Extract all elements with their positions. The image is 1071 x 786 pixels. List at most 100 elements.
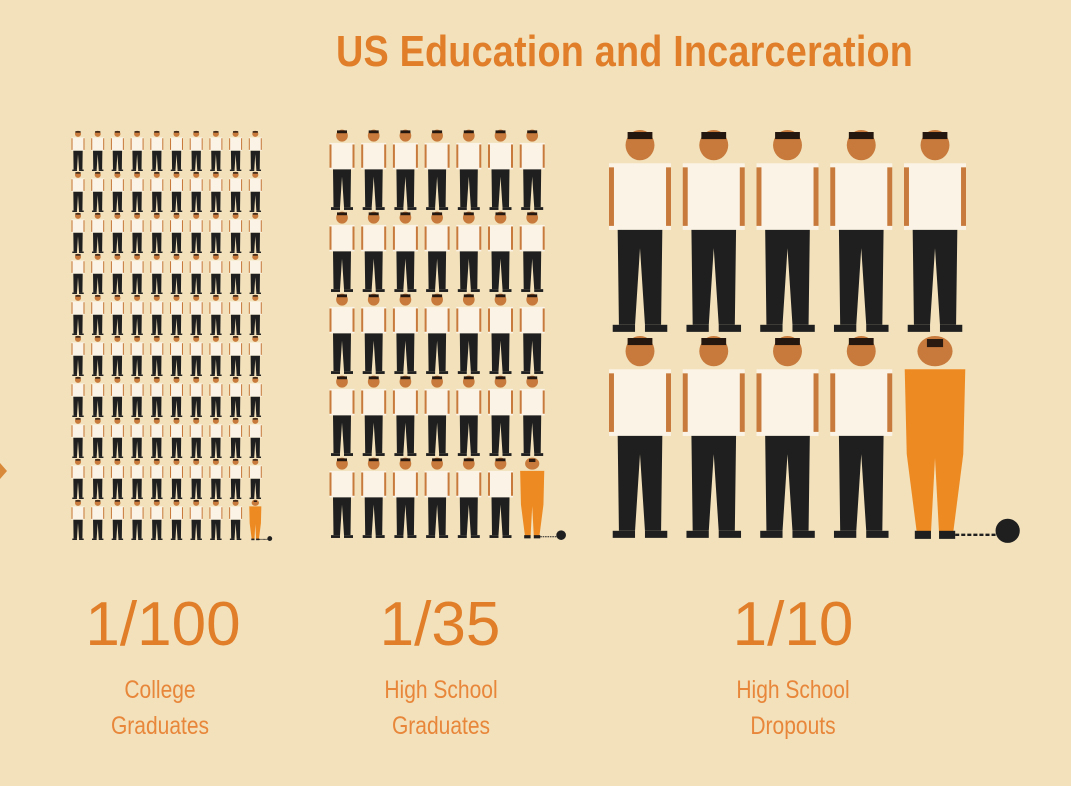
college-graduates-figure: [130, 335, 144, 376]
college-graduates-figure: [229, 171, 243, 212]
college-graduates-figure: [229, 335, 243, 376]
college-graduates-label-line-2: Graduates: [110, 712, 210, 740]
college-graduates-figure: [170, 212, 183, 253]
college-graduates-figure: [91, 253, 105, 294]
college-graduates-figure: [130, 171, 144, 212]
college-graduates-figure: [229, 294, 243, 335]
high-school-graduates-figure: [456, 129, 482, 210]
high-school-dropouts-figure: [682, 129, 745, 332]
high-school-graduates-figure: [424, 375, 450, 456]
high-school-dropouts-figure: [609, 335, 671, 538]
college-graduates-figure: [91, 417, 105, 458]
college-graduates-figure: [189, 253, 203, 294]
college-graduates-figure: [71, 458, 85, 499]
college-graduates-figure: [150, 294, 164, 335]
college-graduates-figure: [110, 212, 124, 253]
college-graduates-figure: [91, 212, 105, 253]
college-graduates-figure: [248, 212, 262, 253]
high-school-graduates-figure: [329, 293, 355, 374]
college-graduates-figure: [130, 458, 144, 499]
college-graduates-figure: [110, 171, 124, 212]
college-graduates-figure: [71, 130, 85, 171]
college-graduates-figure: [248, 335, 262, 376]
high-school-graduates-figure: [424, 457, 450, 538]
college-graduates-figure: [71, 335, 85, 376]
college-graduates-figure: [248, 417, 262, 458]
college-graduates-figure: [130, 376, 144, 417]
college-graduates-figure: [229, 458, 243, 499]
college-graduates-figure: [130, 499, 144, 540]
college-graduates-figure: [189, 499, 203, 540]
chart-title: US Education and Incarceration: [336, 27, 914, 76]
college-graduates-figure: [209, 212, 223, 253]
college-graduates-figure: [130, 130, 144, 171]
high-school-graduates-figure: [519, 375, 545, 456]
college-graduates-figure: [150, 212, 164, 253]
college-graduates-figure: [110, 335, 124, 376]
high-school-graduates-figure: [424, 293, 450, 374]
high-school-graduates-figure: [329, 375, 355, 456]
college-graduates-figure: [130, 212, 144, 253]
college-graduates-figure: [130, 417, 144, 458]
high-school-graduates-figure: [488, 293, 513, 374]
high-school-graduates-figure: [456, 211, 482, 292]
college-graduates-figure: [110, 458, 124, 499]
college-graduates-figure: [130, 294, 144, 335]
college-graduates-figure: [71, 376, 85, 417]
high-school-dropouts-rate: 1/10: [732, 590, 854, 659]
college-graduates-figure: [189, 417, 203, 458]
college-graduates-figure: [170, 130, 183, 171]
college-graduates-figure: [170, 417, 183, 458]
high-school-dropouts-figure: [904, 129, 966, 332]
college-graduates-figure: [110, 294, 124, 335]
college-graduates-figure: [229, 130, 243, 171]
high-school-graduates-figure: [392, 129, 418, 210]
college-graduates-label-line-1: College: [124, 676, 196, 704]
college-graduates-figure: [150, 376, 164, 417]
college-graduates-figure: [71, 212, 85, 253]
high-school-graduates-label-line-2: Graduates: [391, 712, 491, 740]
college-graduates-figure: [71, 294, 85, 335]
college-graduates-figure: [110, 253, 124, 294]
college-graduates-figure: [170, 335, 183, 376]
college-graduates-figure: [91, 171, 105, 212]
high-school-graduates-figure: [488, 129, 513, 210]
college-graduates-figure: [91, 458, 105, 499]
college-graduates-figure: [170, 294, 183, 335]
high-school-dropouts-incarcerated-figure: [904, 335, 1020, 543]
high-school-graduates-figure: [392, 375, 418, 456]
high-school-graduates-figure: [361, 375, 387, 456]
college-graduates-figure: [229, 376, 243, 417]
college-graduates-figure: [189, 294, 203, 335]
college-graduates-figure: [209, 376, 223, 417]
college-graduates-figure: [110, 417, 124, 458]
college-graduates-label: College Graduates: [68, 672, 253, 744]
college-graduates-figure: [209, 499, 223, 540]
high-school-graduates-figure: [392, 293, 418, 374]
college-graduates-figure: [150, 171, 164, 212]
college-graduates-figure: [170, 171, 183, 212]
college-graduates-figure: [209, 253, 223, 294]
college-graduates-rate: 1/100: [85, 590, 241, 659]
college-graduates-figure: [170, 253, 183, 294]
high-school-graduates-figure: [519, 129, 545, 210]
high-school-graduates-figure: [519, 293, 545, 374]
college-graduates-figure: [248, 253, 262, 294]
high-school-graduates-figure: [392, 211, 418, 292]
college-graduates-figure: [248, 130, 262, 171]
high-school-dropouts-figure: [682, 335, 745, 538]
college-graduates-figure: [170, 458, 183, 499]
college-graduates-figure: [189, 212, 203, 253]
college-graduates-incarcerated-figure: [249, 499, 273, 541]
college-graduates-figure: [229, 253, 243, 294]
high-school-dropouts-label-line-2: Dropouts: [750, 712, 836, 740]
college-graduates-figure: [189, 171, 203, 212]
high-school-graduates-label-line-1: High School: [384, 676, 498, 704]
college-graduates-figure-grid: [71, 130, 273, 541]
college-graduates-figure: [110, 376, 124, 417]
high-school-dropouts-label-line-1: High School: [736, 676, 850, 704]
college-graduates-figure: [110, 130, 124, 171]
college-graduates-figure: [189, 335, 203, 376]
college-graduates-figure: [71, 499, 85, 540]
